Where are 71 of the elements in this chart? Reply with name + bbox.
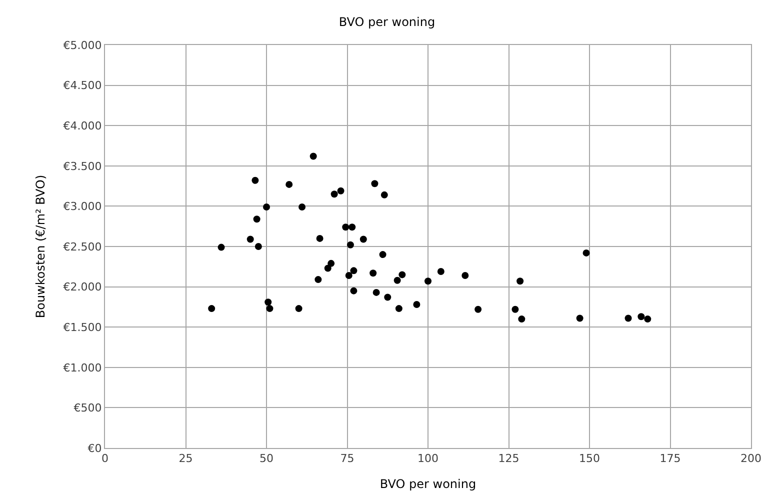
point bbox=[395, 305, 402, 312]
y-tick-label: €1.500 bbox=[63, 320, 102, 334]
point bbox=[379, 251, 386, 258]
point bbox=[462, 272, 469, 280]
y-tick-label: €2.500 bbox=[63, 240, 102, 254]
point bbox=[371, 180, 378, 188]
point bbox=[370, 270, 377, 277]
point bbox=[413, 301, 420, 308]
point bbox=[218, 244, 225, 251]
x-tick-label: 150 bbox=[579, 452, 600, 466]
point bbox=[437, 268, 444, 275]
chart-title: BVO per woning bbox=[338, 15, 436, 30]
point bbox=[295, 305, 302, 312]
x-tick-label: 75 bbox=[340, 452, 354, 466]
point bbox=[576, 314, 584, 322]
point bbox=[474, 306, 482, 313]
point bbox=[644, 316, 652, 323]
point bbox=[518, 316, 526, 323]
point bbox=[324, 264, 332, 272]
point bbox=[372, 288, 380, 296]
point bbox=[264, 298, 272, 306]
point bbox=[263, 204, 270, 211]
point bbox=[316, 234, 324, 242]
x-tick-label: 100 bbox=[418, 452, 438, 466]
x-tick-label: 175 bbox=[660, 452, 681, 466]
point bbox=[512, 306, 519, 313]
point bbox=[252, 176, 259, 184]
y-tick-label: €3.000 bbox=[63, 200, 102, 214]
point bbox=[360, 236, 367, 243]
y-tick-label: €3.500 bbox=[63, 160, 102, 173]
x-tick-label: 125 bbox=[498, 452, 520, 466]
point bbox=[328, 260, 335, 267]
point bbox=[350, 287, 358, 294]
y-tick-label: €4.000 bbox=[63, 119, 102, 132]
y-tick-label: €5.000 bbox=[63, 38, 102, 52]
point bbox=[345, 272, 352, 280]
point bbox=[346, 241, 354, 248]
point bbox=[398, 271, 406, 278]
x-tick-label: 200 bbox=[740, 452, 762, 466]
point bbox=[350, 267, 358, 274]
point bbox=[337, 187, 344, 194]
x-tick-label: 50 bbox=[260, 452, 274, 466]
point bbox=[246, 236, 254, 243]
y-tick-label: €4.500 bbox=[63, 79, 102, 92]
point bbox=[380, 191, 388, 198]
point bbox=[582, 249, 590, 256]
point bbox=[638, 313, 645, 320]
point bbox=[330, 190, 338, 198]
point bbox=[624, 314, 632, 322]
y-tick-label: €1.000 bbox=[63, 361, 102, 374]
point bbox=[384, 294, 392, 301]
point bbox=[208, 305, 216, 312]
point bbox=[310, 152, 317, 160]
y-tick-label: €2.000 bbox=[63, 280, 102, 294]
point bbox=[314, 276, 322, 284]
point bbox=[348, 224, 356, 231]
point bbox=[424, 278, 432, 285]
point bbox=[342, 224, 350, 231]
point bbox=[286, 180, 293, 188]
point bbox=[394, 276, 401, 284]
point bbox=[516, 278, 524, 285]
y-axis-title: Bouwkosten (€/m² BVO) bbox=[34, 174, 48, 318]
y-tick-label: €0 bbox=[88, 442, 102, 455]
y-tick-label: €500 bbox=[74, 402, 102, 415]
x-tick-label: 25 bbox=[178, 452, 193, 466]
point bbox=[254, 243, 262, 250]
point bbox=[253, 216, 260, 223]
x-axis-title: BVO per woning bbox=[380, 477, 476, 492]
point bbox=[266, 305, 274, 312]
point bbox=[298, 204, 306, 211]
x-tick-label: 0 bbox=[102, 452, 108, 466]
